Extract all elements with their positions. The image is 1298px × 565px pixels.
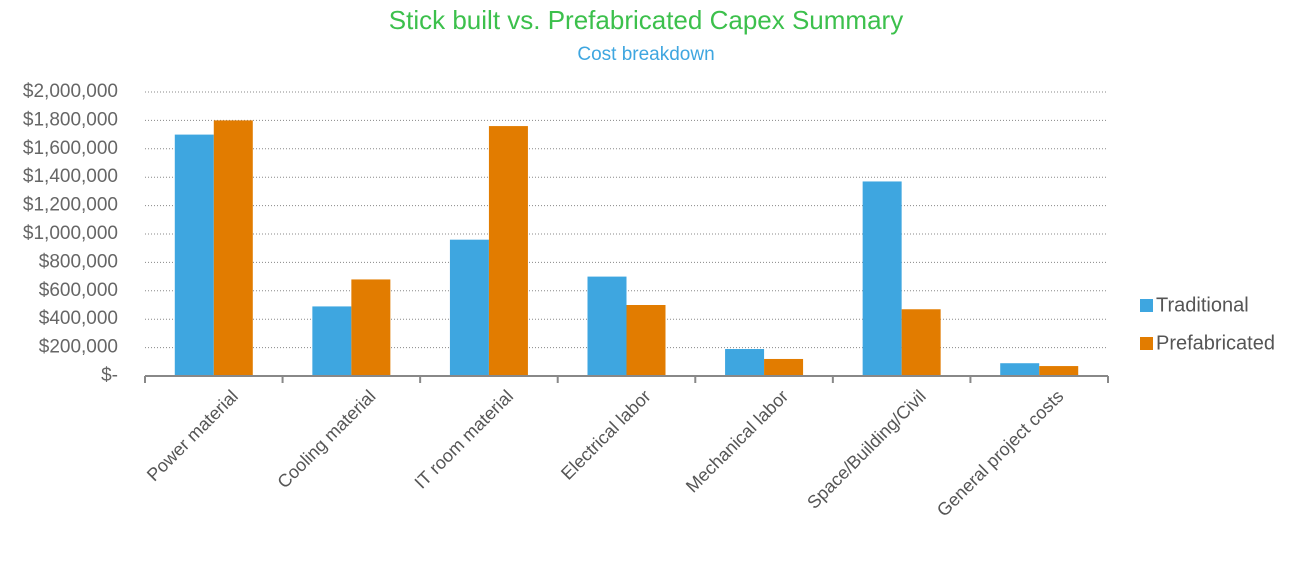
bar (626, 305, 666, 376)
y-tick-label: $2,000,000 (23, 81, 118, 102)
bar (1039, 366, 1079, 376)
y-tick-label: $- (101, 365, 118, 386)
y-tick-label: $600,000 (39, 280, 118, 301)
bar (213, 120, 253, 377)
legend-label: Prefabricated (1156, 332, 1275, 354)
y-tick-label: $1,600,000 (23, 138, 118, 159)
bar (312, 306, 352, 376)
x-tick-label: Cooling material (273, 386, 379, 492)
y-tick-label: $800,000 (39, 251, 118, 272)
bar (725, 349, 765, 376)
x-tick-label: General project costs (933, 386, 1067, 520)
bar (764, 358, 804, 376)
legend-swatch (1140, 337, 1153, 350)
bar (351, 279, 391, 376)
y-tick-label: $1,800,000 (23, 109, 118, 130)
bar (901, 309, 941, 376)
legend-label: Traditional (1156, 294, 1249, 316)
bar (1000, 363, 1040, 376)
bar (449, 239, 489, 376)
x-tick-label: Space/Building/Civil (803, 386, 930, 513)
x-tick-label: Electrical labor (557, 386, 655, 484)
bar (862, 181, 902, 376)
y-tick-label: $400,000 (39, 308, 118, 329)
y-tick-label: $200,000 (39, 337, 118, 358)
y-tick-label: $1,400,000 (23, 166, 118, 187)
x-tick-label: IT room material (411, 386, 518, 493)
legend-swatch (1140, 299, 1153, 312)
y-tick-label: $1,200,000 (23, 195, 118, 216)
chart-subtitle: Cost breakdown (577, 44, 714, 65)
bar (488, 126, 528, 376)
bar (587, 276, 627, 376)
x-tick-label: Power material (143, 386, 242, 485)
y-tick-label: $1,000,000 (23, 223, 118, 244)
chart-title: Stick built vs. Prefabricated Capex Summ… (389, 5, 903, 35)
x-tick-label: Mechanical labor (682, 386, 792, 496)
bar (174, 134, 214, 376)
